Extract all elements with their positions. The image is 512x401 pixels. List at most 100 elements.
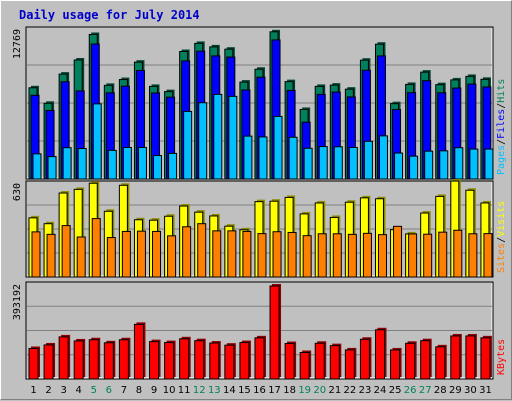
legend-hits: Hits bbox=[496, 79, 507, 103]
kbytes-bar bbox=[390, 349, 401, 380]
sites-bar bbox=[468, 233, 478, 278]
x-tick-label: 28 bbox=[434, 385, 447, 396]
y-max-label-visits: 630 bbox=[12, 183, 23, 201]
kbytes-bar bbox=[314, 342, 325, 380]
legend-sites: Sites bbox=[496, 243, 507, 273]
pages-bar bbox=[439, 150, 449, 180]
x-tick-label: 22 bbox=[344, 385, 357, 396]
x-tick-label: 18 bbox=[283, 385, 296, 396]
legend-sites-visits: Sites/Visits bbox=[496, 201, 507, 273]
pages-bar bbox=[394, 152, 404, 180]
sites-bar bbox=[136, 230, 146, 278]
pages-bar bbox=[32, 153, 42, 180]
legend-pages: Pages bbox=[496, 145, 507, 175]
kbytes-bar bbox=[133, 323, 144, 380]
kbytes-bar bbox=[43, 344, 54, 380]
kbytes-bar bbox=[299, 352, 310, 380]
x-tick-label: 27 bbox=[419, 385, 432, 396]
sites-bar bbox=[257, 233, 267, 278]
sites-bar bbox=[46, 233, 56, 278]
kbytes-bar bbox=[435, 346, 446, 380]
pages-bar bbox=[273, 115, 283, 180]
chart-title: Daily usage for July 2014 bbox=[19, 8, 200, 22]
x-tick-label: 16 bbox=[253, 385, 266, 396]
x-tick-label: 29 bbox=[449, 385, 462, 396]
sites-bar bbox=[332, 233, 342, 278]
pages-bar bbox=[47, 156, 57, 180]
sites-bar bbox=[483, 233, 493, 278]
x-tick-label: 10 bbox=[163, 385, 176, 396]
legend-visits: Visits bbox=[496, 201, 507, 237]
kbytes-bar bbox=[88, 339, 99, 380]
kbytes-bar bbox=[209, 342, 220, 380]
sites-bar bbox=[182, 226, 192, 278]
sites-bar bbox=[197, 223, 207, 278]
sites-bar bbox=[76, 236, 86, 278]
kbytes-bar bbox=[420, 340, 431, 380]
x-tick-label: 9 bbox=[151, 385, 157, 396]
kbytes-bar bbox=[224, 344, 235, 380]
sites-bar bbox=[377, 234, 387, 278]
pages-bar bbox=[484, 148, 494, 180]
pages-bar bbox=[198, 102, 208, 180]
pages-bar bbox=[409, 155, 419, 180]
kbytes-bar bbox=[284, 343, 295, 380]
pages-bar bbox=[122, 146, 132, 180]
pages-bar bbox=[92, 103, 102, 180]
sites-bar bbox=[423, 233, 433, 278]
pages-bar bbox=[303, 147, 313, 180]
x-tick-label: 25 bbox=[389, 385, 402, 396]
x-tick-label: 1 bbox=[30, 385, 36, 396]
y-max-label-hits: 12769 bbox=[12, 29, 23, 59]
x-tick-label: 6 bbox=[106, 385, 112, 396]
pages-bar bbox=[243, 135, 253, 180]
x-tick-label: 13 bbox=[208, 385, 221, 396]
x-tick-label: 5 bbox=[91, 385, 97, 396]
kbytes-bar bbox=[465, 335, 476, 380]
legend-hits-files-pages: Pages/Files/Hits bbox=[496, 79, 507, 175]
kbytes-bar bbox=[480, 337, 491, 380]
x-tick-label: 23 bbox=[359, 385, 372, 396]
sites-bar bbox=[61, 225, 71, 278]
sites-bar bbox=[242, 230, 252, 278]
x-tick-label: 26 bbox=[404, 385, 417, 396]
sites-bar bbox=[121, 230, 131, 278]
pages-bar bbox=[77, 148, 87, 180]
pages-bar bbox=[348, 146, 358, 180]
x-tick-label: 14 bbox=[223, 385, 236, 396]
pages-bar bbox=[258, 136, 268, 180]
y-max-label-kbytes: 393192 bbox=[12, 284, 23, 320]
sites-bar bbox=[167, 235, 177, 278]
kbytes-bar bbox=[58, 336, 69, 380]
kbytes-bar bbox=[73, 340, 84, 380]
pages-bar bbox=[469, 148, 479, 180]
sites-bar bbox=[393, 225, 403, 278]
pages-bar bbox=[363, 140, 373, 180]
kbytes-bar bbox=[179, 338, 190, 380]
pages-bar bbox=[183, 110, 193, 180]
legend-files: Files bbox=[496, 109, 507, 139]
kbytes-bar bbox=[239, 342, 250, 380]
x-tick-label: 8 bbox=[136, 385, 142, 396]
x-tick-label: 12 bbox=[193, 385, 206, 396]
x-tick-label: 17 bbox=[268, 385, 281, 396]
kbytes-bar bbox=[149, 341, 160, 380]
kbytes-bar bbox=[164, 342, 175, 380]
sites-bar bbox=[408, 233, 418, 278]
sites-bar bbox=[347, 233, 357, 278]
pages-bar bbox=[318, 146, 328, 180]
kbytes-bar bbox=[103, 342, 114, 380]
x-tick-label: 24 bbox=[374, 385, 387, 396]
x-tick-label: 21 bbox=[328, 385, 341, 396]
pages-bar bbox=[62, 147, 72, 180]
pages-bar bbox=[333, 146, 343, 180]
kbytes-bar bbox=[118, 339, 129, 380]
sites-bar bbox=[362, 232, 372, 278]
x-tick-label: 3 bbox=[60, 385, 66, 396]
kbytes-bar bbox=[405, 342, 416, 380]
sites-bar bbox=[91, 218, 101, 278]
x-tick-label: 11 bbox=[178, 385, 191, 396]
pages-bar bbox=[454, 147, 464, 180]
x-tick-label: 30 bbox=[464, 385, 477, 396]
